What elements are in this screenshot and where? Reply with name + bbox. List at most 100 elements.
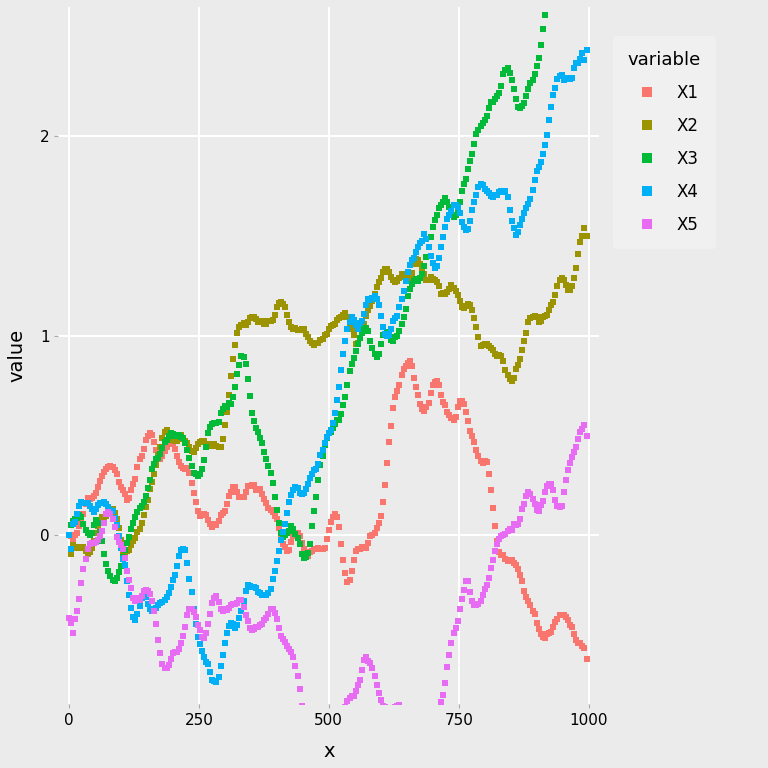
Point xyxy=(208,438,220,450)
Point xyxy=(69,541,81,554)
Point xyxy=(119,546,131,558)
Point xyxy=(217,433,229,445)
Point xyxy=(464,586,476,598)
Point xyxy=(157,595,169,607)
Point xyxy=(250,582,262,594)
Point xyxy=(319,541,331,554)
Point xyxy=(146,463,158,475)
Point xyxy=(161,434,173,446)
Point xyxy=(387,703,399,715)
Point xyxy=(92,534,104,546)
Point xyxy=(65,531,77,543)
Point xyxy=(481,456,493,468)
Point xyxy=(416,761,429,768)
Point xyxy=(576,423,588,435)
Point xyxy=(94,515,106,527)
Point xyxy=(335,716,347,728)
Point xyxy=(555,609,568,621)
Point xyxy=(532,316,545,329)
Point xyxy=(114,561,127,573)
Point xyxy=(431,209,443,221)
Point xyxy=(241,316,253,329)
Point xyxy=(114,535,127,547)
Point xyxy=(554,274,566,286)
Point xyxy=(233,359,246,371)
Point xyxy=(187,446,200,458)
Point xyxy=(499,553,511,565)
Point xyxy=(248,623,260,635)
Point xyxy=(489,189,502,201)
Point xyxy=(437,196,449,208)
Point xyxy=(478,114,491,127)
Point xyxy=(175,429,187,442)
Point xyxy=(192,618,204,631)
Point xyxy=(175,637,187,649)
Point xyxy=(287,523,300,535)
Point xyxy=(181,462,194,475)
Point xyxy=(231,368,243,380)
Point xyxy=(455,216,468,228)
Point xyxy=(114,481,127,493)
Point xyxy=(410,749,422,761)
Point xyxy=(102,461,114,473)
Point xyxy=(117,553,129,565)
Point xyxy=(454,604,466,616)
Point xyxy=(231,618,243,631)
Point xyxy=(219,637,231,649)
Point xyxy=(283,495,296,508)
Point xyxy=(264,583,276,595)
Point xyxy=(114,539,127,551)
Point xyxy=(566,621,578,633)
Point xyxy=(422,274,435,286)
Point xyxy=(117,484,129,496)
Point xyxy=(81,497,94,509)
Point xyxy=(391,310,403,322)
Point xyxy=(167,433,179,445)
Point xyxy=(398,285,410,297)
Point xyxy=(190,468,202,480)
Point xyxy=(412,241,424,253)
Point xyxy=(190,442,202,454)
Point xyxy=(85,537,98,549)
Point xyxy=(460,406,472,418)
Point xyxy=(370,522,382,535)
Point xyxy=(287,651,300,664)
Point xyxy=(75,514,88,526)
Point xyxy=(387,274,399,286)
Point xyxy=(304,472,316,485)
Point xyxy=(233,594,246,606)
Point xyxy=(437,287,449,300)
Point xyxy=(578,222,591,234)
Point xyxy=(164,435,177,447)
Point xyxy=(204,421,217,433)
Point xyxy=(181,556,194,568)
Point xyxy=(304,538,316,550)
Point xyxy=(375,271,387,283)
Point xyxy=(266,573,279,585)
Point xyxy=(194,436,206,449)
Point xyxy=(369,290,381,302)
Point xyxy=(192,470,204,482)
Point xyxy=(402,357,414,369)
Point xyxy=(100,498,112,510)
Point xyxy=(339,567,352,579)
Point xyxy=(113,521,125,534)
Point xyxy=(65,519,77,531)
Point xyxy=(275,630,287,642)
Point xyxy=(410,381,422,393)
Point xyxy=(458,220,470,233)
Point xyxy=(525,598,537,611)
Point xyxy=(376,329,389,341)
Point xyxy=(71,512,84,525)
Point xyxy=(123,589,135,601)
Point xyxy=(462,163,474,175)
Point xyxy=(516,213,528,225)
Point xyxy=(250,484,262,496)
Point xyxy=(379,701,391,713)
Point xyxy=(346,311,358,323)
Point xyxy=(574,52,587,65)
Point xyxy=(300,327,312,339)
Point xyxy=(499,528,511,540)
Point xyxy=(217,402,229,415)
Point xyxy=(225,369,237,382)
